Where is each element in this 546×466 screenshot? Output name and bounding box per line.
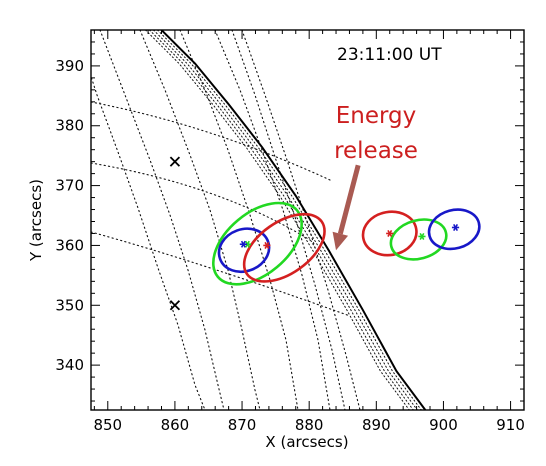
peak-stroke bbox=[244, 240, 250, 248]
limb-line bbox=[160, 30, 427, 410]
grid-limb-band bbox=[156, 30, 422, 410]
peak-stroke bbox=[264, 241, 270, 249]
blue-peak-marker bbox=[239, 240, 247, 248]
grid-meridian bbox=[91, 74, 206, 410]
plot-frame bbox=[90, 29, 525, 411]
peak-stroke bbox=[419, 232, 425, 240]
grid-meridian bbox=[179, 30, 299, 410]
y-tick-label: 360 bbox=[55, 236, 84, 254]
y-axis-title: Y (arcsecs) bbox=[27, 179, 45, 262]
grid-meridian bbox=[231, 30, 346, 410]
marker-stroke bbox=[169, 300, 181, 311]
grid-meridian bbox=[139, 30, 261, 410]
y-tick-label: 370 bbox=[55, 177, 84, 195]
timestamp-label: 23:11:00 UT bbox=[337, 45, 442, 65]
axis-ticks bbox=[91, 29, 525, 410]
reference-markers bbox=[169, 156, 181, 311]
grid-limb-band bbox=[144, 30, 410, 410]
solar-limb bbox=[160, 30, 427, 410]
y-tick-label: 380 bbox=[55, 117, 84, 135]
grid-parallel bbox=[91, 101, 331, 181]
x-tick-label: 870 bbox=[228, 416, 257, 434]
grid-meridian bbox=[214, 30, 331, 410]
x-axis-title: X (arcsecs) bbox=[265, 433, 348, 451]
energy-release-annotation: Energy release bbox=[332, 103, 418, 251]
x-tick-label: 900 bbox=[429, 416, 458, 434]
grid-limb-band bbox=[148, 30, 414, 410]
x-tick-label: 910 bbox=[496, 416, 525, 434]
heliographic-grid bbox=[91, 30, 422, 410]
green-contour bbox=[211, 201, 303, 286]
y-tick-label: 350 bbox=[55, 296, 84, 314]
red-contour bbox=[361, 210, 418, 257]
green-peak-marker bbox=[418, 232, 426, 240]
annotation-arrow-shaft bbox=[337, 164, 361, 235]
annotation-arrow-head bbox=[332, 231, 349, 251]
x-tick-label: 880 bbox=[295, 416, 324, 434]
grid-parallel bbox=[91, 162, 311, 241]
marker-stroke bbox=[169, 156, 181, 167]
red-peak-marker bbox=[386, 229, 394, 237]
grid-parallel bbox=[91, 231, 351, 317]
black-x-marker bbox=[169, 300, 181, 311]
peak-stroke bbox=[240, 240, 246, 248]
annotation-line-energy: Energy bbox=[336, 103, 417, 129]
x-tick-label: 850 bbox=[93, 416, 122, 434]
source-peaks bbox=[239, 223, 460, 249]
blue-peak-marker bbox=[451, 223, 460, 231]
source-contours bbox=[211, 201, 481, 286]
black-x-marker bbox=[169, 156, 181, 167]
red-contour bbox=[242, 212, 326, 283]
blue-contour bbox=[427, 208, 481, 251]
y-tick-label: 340 bbox=[55, 356, 84, 374]
green-contour bbox=[389, 218, 448, 261]
blue-contour bbox=[217, 227, 271, 274]
peak-stroke bbox=[453, 223, 459, 231]
grid-limb-band bbox=[152, 30, 418, 410]
x-tick-label: 860 bbox=[161, 416, 190, 434]
annotation-line-release: release bbox=[334, 138, 418, 164]
peak-stroke bbox=[387, 229, 393, 237]
grid-meridian bbox=[99, 30, 225, 410]
y-tick-label: 390 bbox=[55, 57, 84, 75]
x-tick-label: 890 bbox=[362, 416, 391, 434]
tick-labels: 850 860 870 880 890 900 910 340 350 360 370 380 390 bbox=[55, 57, 525, 434]
red-peak-marker bbox=[263, 241, 271, 249]
